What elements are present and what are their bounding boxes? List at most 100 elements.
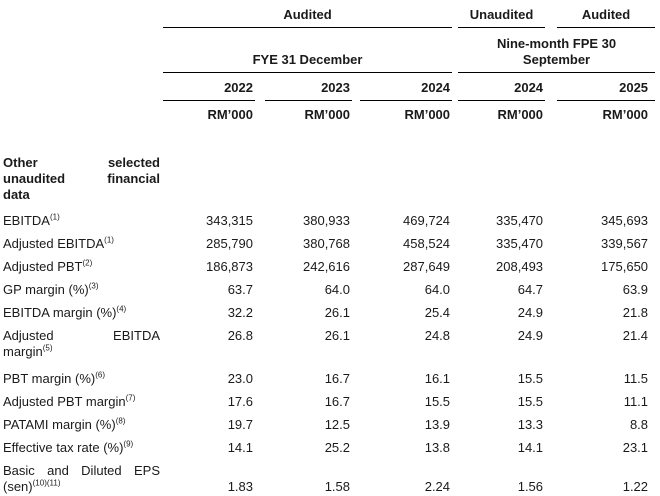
cell-value: 23.0 xyxy=(227,371,253,386)
cell-value: 343,315 xyxy=(206,213,253,228)
data-row: Adjusted PBT margin(7) 17.6 16.7 15.5 15.5 11… xyxy=(0,391,655,414)
data-row: Effective tax rate (%)(9) 14.1 25.2 13.8 14.… xyxy=(0,437,655,460)
year-header: 2023 xyxy=(265,73,352,101)
cell-value: 25.4 xyxy=(424,305,451,320)
column-gap xyxy=(352,302,360,325)
data-row: Adjusted EBITDA margin(5) 26.8 26.1 24.8 24.9… xyxy=(0,325,655,368)
footnote-marker: (3) xyxy=(88,281,99,291)
column-gap xyxy=(352,414,360,437)
column-gap xyxy=(545,368,557,391)
cell-value: 12.5 xyxy=(324,417,350,432)
cell-value: 380,768 xyxy=(303,236,350,251)
cell-value: 469,724 xyxy=(403,213,451,228)
cell-value: 24.9 xyxy=(517,305,544,320)
unit-header-row: RM’000 RM’000 RM’000 RM’000 RM’000 xyxy=(0,101,655,127)
column-gap xyxy=(545,391,557,414)
cell-value: 287,649 xyxy=(403,259,451,274)
cell-value: 15.5 xyxy=(517,371,544,386)
label-column-spacer xyxy=(0,28,163,73)
row-label: EBITDA margin (%)(4) xyxy=(3,304,127,320)
column-gap xyxy=(545,101,557,127)
column-gap xyxy=(352,391,360,414)
column-gap xyxy=(545,279,557,302)
period-header-row: FYE 31 December Nine-month FPE 30 Septem… xyxy=(0,28,656,73)
cell-value: 26.1 xyxy=(324,328,350,343)
footnote-marker: (2) xyxy=(82,258,93,268)
cell-value: 1.58 xyxy=(324,479,350,494)
column-gap xyxy=(545,210,557,233)
column-gap xyxy=(545,414,557,437)
column-gap xyxy=(545,127,557,210)
column-gap xyxy=(352,256,360,279)
period-nine-month-header: Nine-month FPE 30 September xyxy=(458,28,656,73)
unit-header: RM’000 xyxy=(497,107,544,122)
column-gap xyxy=(352,101,360,127)
column-gap xyxy=(352,233,360,256)
column-gap xyxy=(255,279,265,302)
cell-value: 23.1 xyxy=(622,440,649,455)
nine-month-line1: Nine-month FPE 30 xyxy=(496,36,617,51)
label-column-spacer xyxy=(0,101,163,127)
column-gap xyxy=(255,368,265,391)
section-title: Other selected unaudited financial data xyxy=(3,155,160,202)
column-gap xyxy=(545,233,557,256)
cell-value: 16.7 xyxy=(324,371,350,386)
column-gap xyxy=(545,73,557,101)
audit-status-header-row: Audited Unaudited Audited xyxy=(0,0,656,28)
cell-value: 64.0 xyxy=(324,282,350,297)
year-header-row: 2022 2023 2024 2024 2025 xyxy=(0,73,656,101)
row-label: Adjusted EBITDA margin(5) xyxy=(3,328,160,359)
footnote-marker: (1) xyxy=(49,212,60,222)
cell-value: 15.5 xyxy=(424,394,451,409)
column-gap xyxy=(545,256,557,279)
cell-value: 242,616 xyxy=(303,259,350,274)
data-row: PBT margin (%)(6) 23.0 16.7 16.1 15.5 11.5 xyxy=(0,368,655,391)
cell-value: 208,493 xyxy=(496,259,544,274)
cell-value: 15.5 xyxy=(517,394,544,409)
column-gap xyxy=(352,127,360,210)
column-gap xyxy=(352,73,360,101)
row-label: Adjusted PBT margin(7) xyxy=(3,393,136,409)
cell-value: 64.7 xyxy=(517,282,544,297)
cell-value: 21.8 xyxy=(622,305,649,320)
label-column-spacer xyxy=(0,73,163,101)
column-gap xyxy=(255,256,265,279)
unit-header: RM’000 xyxy=(602,107,649,122)
column-gap xyxy=(255,437,265,460)
column-gap xyxy=(255,101,265,127)
nine-month-line2: September xyxy=(522,52,591,67)
unit-header: RM’000 xyxy=(304,107,350,122)
column-gap xyxy=(352,279,360,302)
column-gap xyxy=(255,325,265,368)
cell-value xyxy=(557,127,655,210)
cell-value: 11.5 xyxy=(623,371,649,386)
cell-value: 186,873 xyxy=(206,259,253,274)
column-gap xyxy=(255,460,265,496)
col-group-audited-fpe: Audited xyxy=(557,0,656,28)
data-row: Adjusted EBITDA(1) 285,790 380,768 458,524 3… xyxy=(0,233,655,256)
column-gap xyxy=(255,73,265,101)
cell-value: 13.3 xyxy=(517,417,544,432)
year-header: 2024 xyxy=(360,73,453,101)
cell-value: 1.56 xyxy=(517,479,544,494)
cell-value: 2.24 xyxy=(424,479,451,494)
data-row: PATAMI margin (%)(8) 19.7 12.5 13.9 13.3 8.8 xyxy=(0,414,655,437)
cell-value: 16.1 xyxy=(424,371,451,386)
row-label: Adjusted PBT(2) xyxy=(3,258,93,274)
column-gap xyxy=(545,460,557,496)
row-label: Basic and Diluted EPS (sen)(10)(11) xyxy=(3,463,160,494)
year-header: 2022 xyxy=(163,73,255,101)
cell-value: 24.9 xyxy=(517,328,544,343)
period-fye-header: FYE 31 December xyxy=(163,28,453,73)
label-column-spacer xyxy=(0,0,163,28)
cell-value: 1.22 xyxy=(622,479,649,494)
column-gap xyxy=(352,460,360,496)
row-label: PBT margin (%)(6) xyxy=(3,370,106,386)
column-gap xyxy=(352,210,360,233)
footnote-marker: (7) xyxy=(125,393,136,403)
footnote-marker: (10)(11) xyxy=(32,478,61,488)
column-gap xyxy=(352,368,360,391)
cell-value: 21.4 xyxy=(622,328,649,343)
cell-value: 458,524 xyxy=(403,236,451,251)
